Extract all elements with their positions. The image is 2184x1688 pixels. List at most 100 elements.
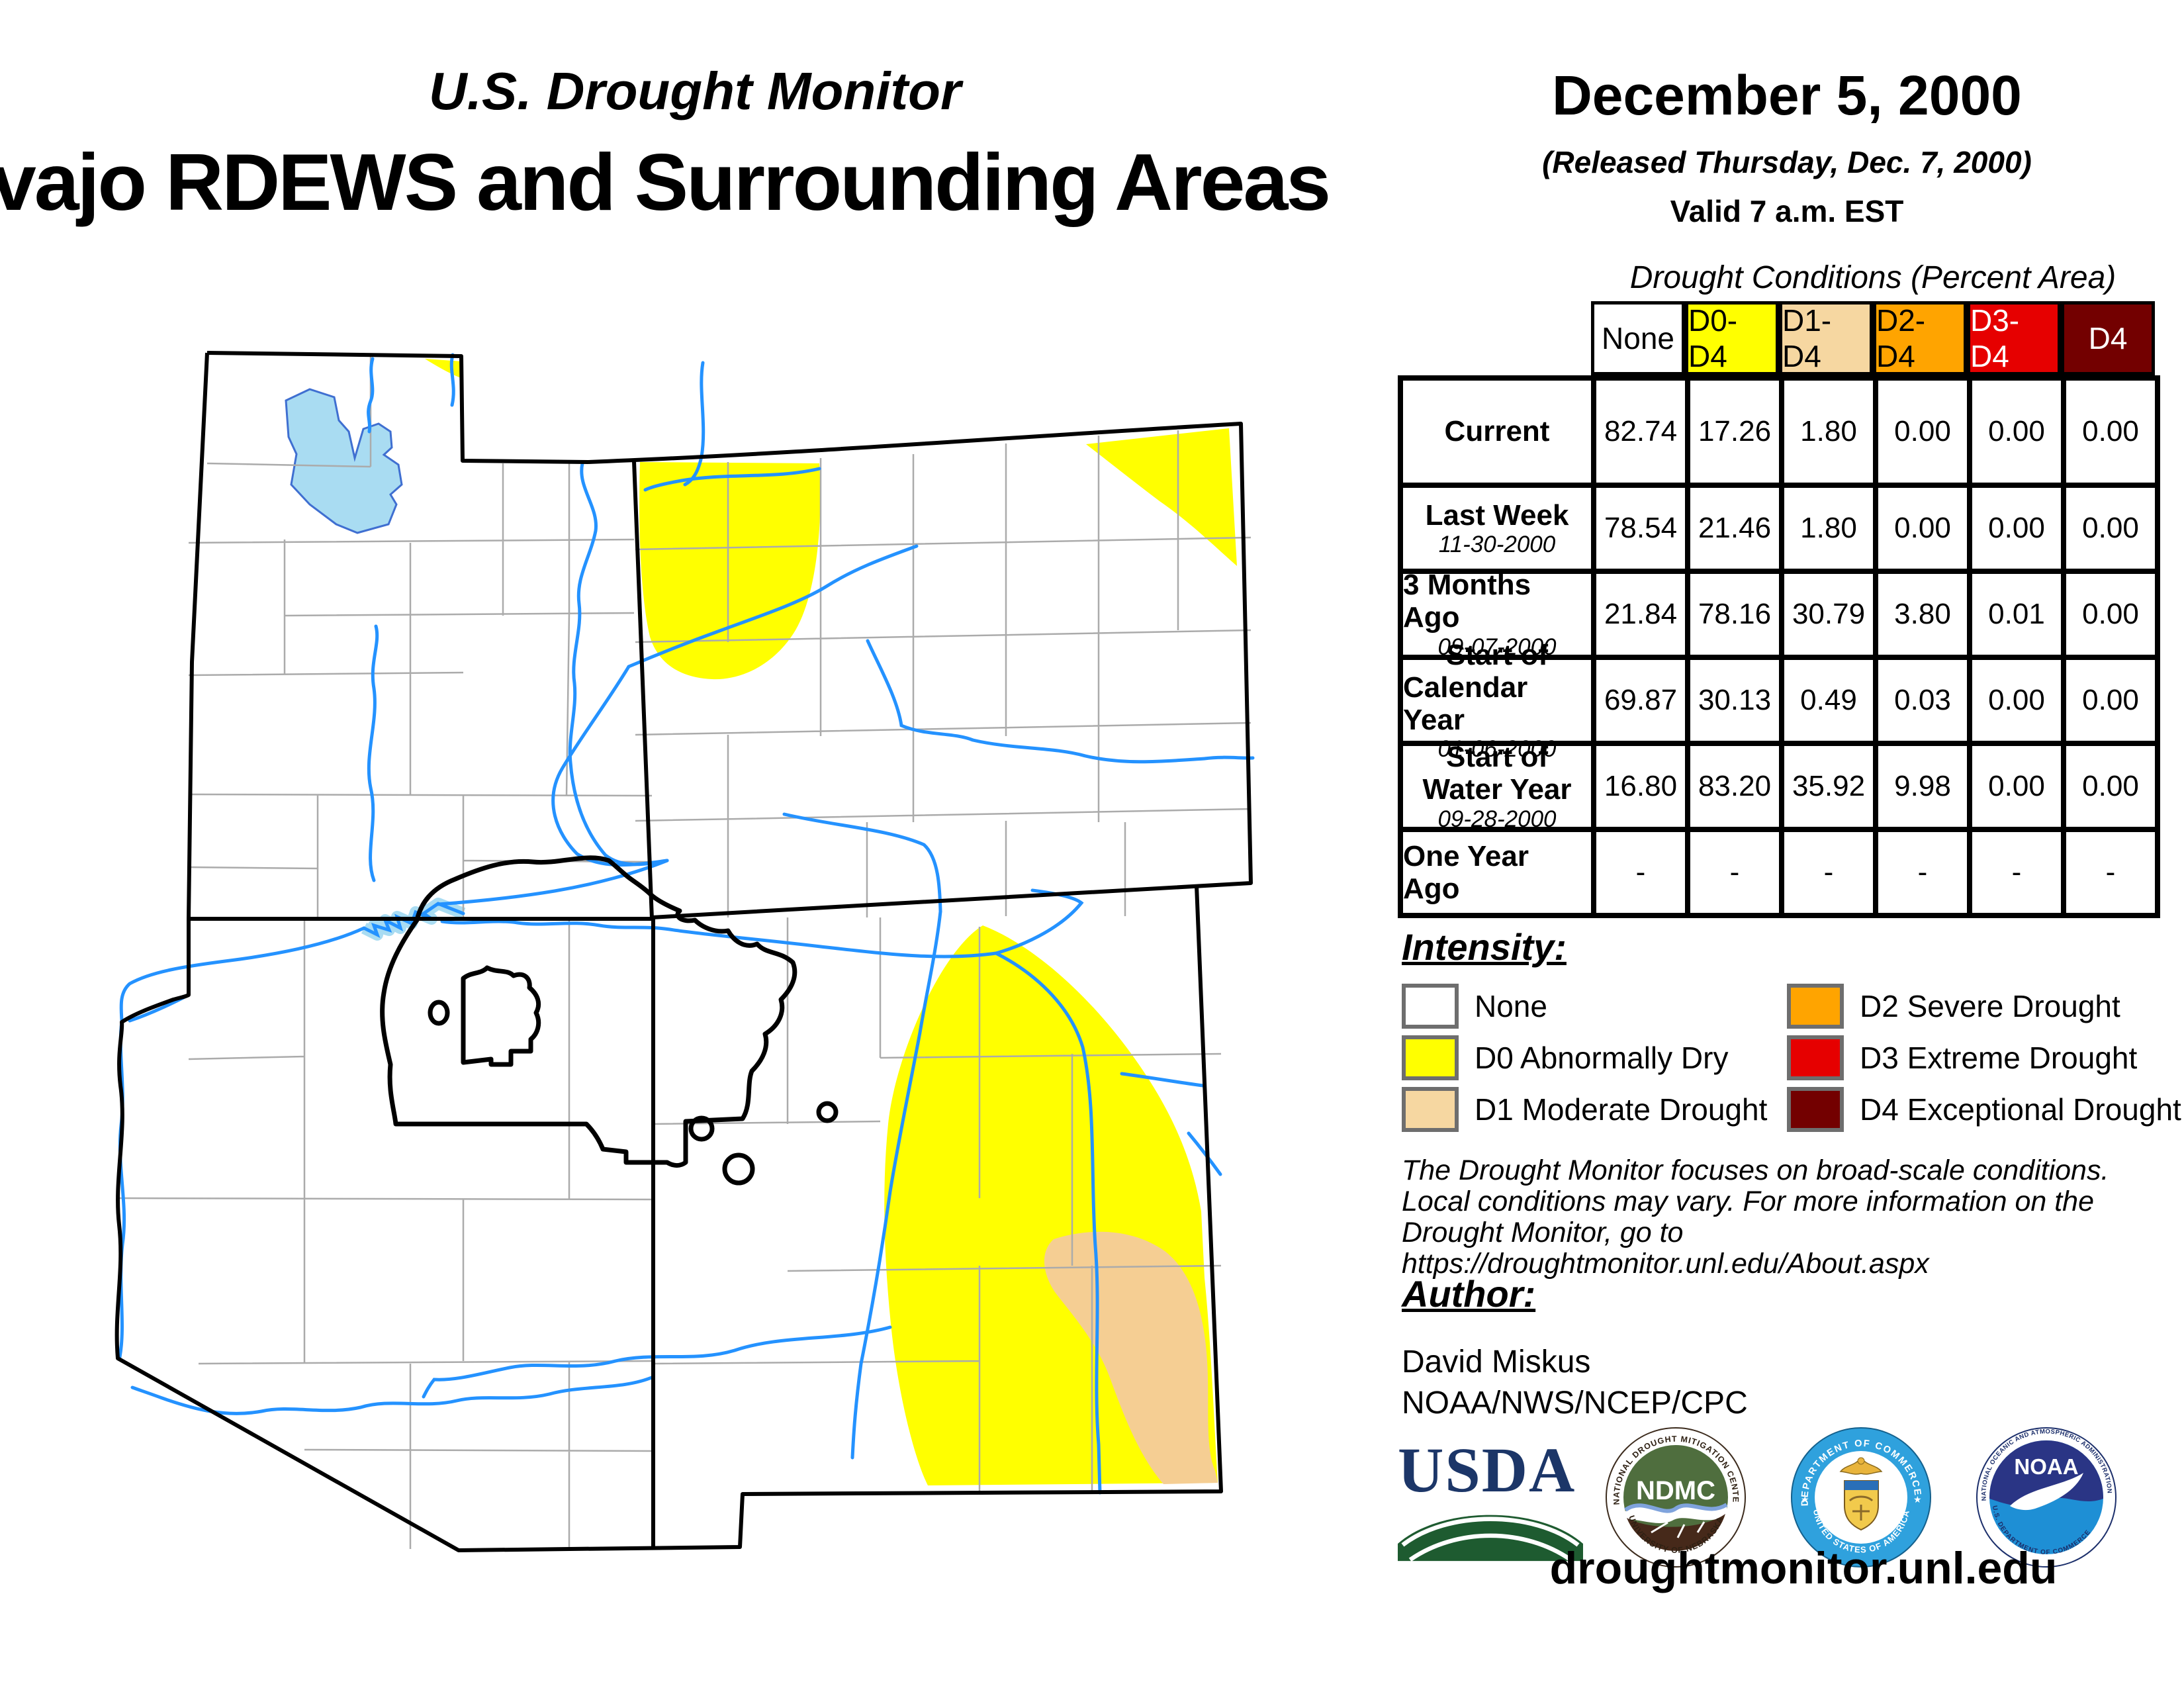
map-date: December 5, 2000 [1552,64,2022,126]
legend-item-d1: D1 Moderate Drought [1402,1087,1767,1132]
d2-swatch [1787,984,1844,1029]
usda-field-icon [1398,1515,1583,1562]
ndmc-soil [1627,1514,1725,1551]
d1-area-southeast-new-mexico [1044,1231,1218,1484]
table-row-start-calendar-year: Start of Calendar Year 01-06-2000 69.87 30… [1400,639,2158,762]
doc-shield-chief [1844,1481,1878,1490]
cell-value: 69.87 [1594,657,1688,743]
legend-item-d2: D2 Severe Drought [1787,984,2120,1029]
ndmc-logo: NDMC NATIONAL DROUGHT MITIGATION CENTER … [1605,1427,1746,1568]
cell-value: 0.00 [1970,743,2064,829]
d4-swatch [1787,1087,1844,1132]
cell-value: 16.80 [1594,743,1688,829]
utah-colorado-border [632,461,654,919]
valid-time: Valid 7 a.m. EST [1670,194,1904,228]
table-row-start-water-year: Start of Water Year 09-28-2000 16.80 83.20… [1400,741,2158,832]
utah-county-lines [188,356,653,919]
cell-value: 0.00 [2064,657,2158,743]
cell-value: 78.54 [1594,485,1688,571]
table-row-3-months-ago: 3 Months Ago 09-07-2000 21.84 78.16 30.79… [1400,569,2158,660]
doc-eagle-head [1857,1457,1865,1465]
rio-grande [994,951,1102,1495]
state-borders [114,351,1253,1552]
row-label: Last Week [1425,498,1569,532]
enclave-new-mexico-3 [816,1101,839,1123]
author-heading: Author: [1402,1273,1536,1315]
cell-value: 0.00 [1970,378,2064,485]
ndmc-wave-line [1624,1503,1728,1513]
colorado-river-grand-canyon [119,926,366,1023]
intensity-heading: Intensity: [1402,926,1567,968]
great-salt-lake [285,388,403,534]
row-date: 01-06-2000 [1437,736,1557,763]
cell-value: 0.00 [1876,485,1970,571]
disclaimer: The Drought Monitor focuses on broad-sca… [1402,1155,2184,1280]
d0-area-northeast-colorado [1086,428,1237,566]
doc-eagle-icon [1839,1457,1883,1475]
none-swatch [1402,984,1459,1029]
footer-url: droughtmonitor.unl.edu [1549,1543,2058,1593]
cell-value: - [1782,829,1876,915]
rio-puerco [850,910,942,1460]
cell-value: 1.80 [1782,485,1876,571]
cell-value: - [1594,829,1688,915]
legend-label: D2 Severe Drought [1860,989,2120,1023]
row-label-2: Calendar Year [1403,671,1528,737]
salt-river [422,1325,892,1399]
disclaimer-line: Local conditions may vary. For more info… [1402,1186,2095,1217]
yampa-river [643,467,821,492]
cell-value: 78.16 [1688,571,1782,657]
col-header-d3-d4: D3-D4 [1967,301,2061,375]
row-date: 09-07-2000 [1437,633,1557,660]
colorado-river-upper [627,544,919,669]
disclaimer-line: The Drought Monitor focuses on broad-sca… [1402,1154,2109,1186]
cell-value: 1.80 [1782,378,1876,485]
noaa-logo: NOAA NATIONAL OCEANIC AND ATMOSPHERIC AD… [1976,1427,2116,1568]
cell-value: 0.01 [1970,571,2064,657]
d0-area-north-colorado [639,462,821,680]
rivers [118,353,1255,1495]
row-date: 11-30-2000 [1438,532,1556,558]
drought-areas [425,359,1237,1485]
author-name: David Miskus [1402,1344,1591,1380]
usda-logo-text: USDA [1398,1434,1576,1505]
legend-item-d0: D0 Abnormally Dry [1402,1035,1728,1080]
col-header-d4: D4 [2061,301,2155,375]
enclave-new-mexico-2 [722,1152,755,1186]
gila-river [130,1375,655,1415]
cell-value: - [1688,829,1782,915]
legend-item-none: None [1402,984,1547,1029]
doc-shield-ship [1848,1495,1874,1521]
conditions-table-body: Current 82.74 17.26 1.80 0.00 0.00 0.00 … [1398,375,2160,918]
utah-wyoming-colorado-border [206,351,1253,919]
header-spacer [1398,301,1591,375]
legend-label: D3 Extreme Drought [1860,1041,2138,1075]
cell-value: 30.13 [1688,657,1782,743]
cell-value: 0.03 [1876,657,1970,743]
doc-star-left: ★ [1801,1494,1809,1505]
new-mexico-county-lines [653,917,1222,1494]
cell-value: 0.00 [1876,378,1970,485]
cell-value: 35.92 [1782,743,1876,829]
legend-item-d3: D3 Extreme Drought [1787,1035,2137,1080]
row-label: Current [1444,415,1550,448]
cell-value: - [1970,829,2064,915]
page-title: Navajo RDEWS and Surrounding Areas [0,137,1331,227]
cell-value: 21.84 [1594,571,1688,657]
table-row-current: Current 82.74 17.26 1.80 0.00 0.00 0.00 [1400,378,2158,485]
cell-value: 0.00 [1970,657,2064,743]
row-date: 09-28-2000 [1437,806,1557,832]
cell-value: 21.46 [1688,485,1782,571]
col-header-d1-d4: D1-D4 [1779,301,1873,375]
cell-value: 0.00 [2064,743,2158,829]
row-label: Start of [1446,741,1548,774]
ndmc-logo-text: NDMC [1636,1476,1715,1505]
navajo-rdews-boundary [380,855,839,1186]
cell-value: 30.79 [1782,571,1876,657]
usda-logo: USDA [1398,1434,1596,1565]
arizona-county-lines [117,919,654,1549]
ndmc-globe [1623,1445,1728,1550]
noaa-logo-text: NOAA [2014,1454,2078,1479]
col-header-d2-d4: D2-D4 [1873,301,1967,375]
